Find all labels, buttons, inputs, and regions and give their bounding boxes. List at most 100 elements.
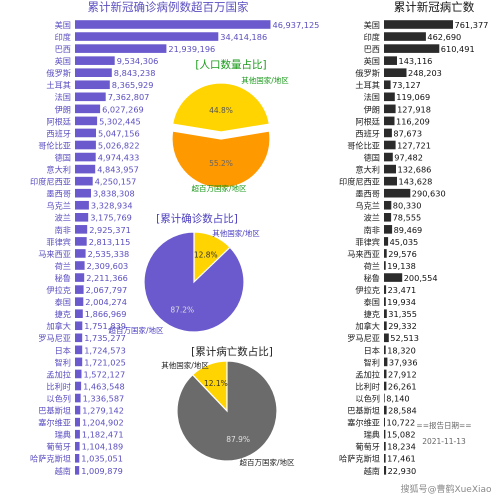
cases-category-label: 孟加拉 bbox=[46, 369, 71, 379]
cases-category-label: 泰国 bbox=[55, 297, 71, 307]
cases-category-label: 荷兰 bbox=[55, 261, 71, 271]
deaths-category-label: 波兰 bbox=[364, 213, 380, 223]
deaths-value-label: 52,513 bbox=[390, 333, 419, 343]
deaths-bar bbox=[384, 164, 396, 174]
deaths-value-label: 127,918 bbox=[397, 104, 431, 114]
deaths-value-label: 78,555 bbox=[393, 213, 422, 223]
cases-category-label: 南非 bbox=[55, 225, 71, 235]
deaths-category-label: 伊朗 bbox=[364, 104, 380, 114]
deaths-category-label: 菲律宾 bbox=[355, 237, 380, 247]
deaths-bar bbox=[384, 140, 396, 150]
cases-value-label: 21,939,196 bbox=[168, 44, 215, 54]
deaths-category-label: 西班牙 bbox=[355, 128, 380, 138]
cases-bar bbox=[75, 20, 271, 29]
cases-category-label: 俄罗斯 bbox=[46, 68, 71, 78]
cases-bar bbox=[75, 200, 89, 210]
population-pie-main-slice bbox=[171, 130, 271, 189]
cases-bar bbox=[75, 309, 83, 318]
deaths-bar bbox=[384, 261, 386, 270]
deaths-pie-title: [累计病亡数占比] bbox=[191, 345, 273, 358]
deaths-bar bbox=[384, 273, 403, 282]
deaths-value-label: 28,584 bbox=[388, 406, 417, 416]
cases-bar bbox=[75, 225, 88, 234]
cases-value-label: 1,463,548 bbox=[83, 381, 125, 391]
watermark: 搜狐号@曹鹤XueXiao bbox=[400, 483, 492, 495]
cases-category-label: 意大利 bbox=[46, 165, 71, 175]
cases-value-label: 4,843,957 bbox=[97, 165, 139, 175]
cases-bar bbox=[75, 249, 86, 258]
cases-category-label: 日本 bbox=[55, 345, 71, 355]
cases-category-label: 伊朗 bbox=[55, 104, 71, 114]
cases-value-label: 1,035,051 bbox=[81, 454, 123, 464]
deaths-bar-series: 美国 761,377 印度 462,690 巴西 610,491 英国 143,116 俄罗斯 2… bbox=[339, 20, 488, 476]
cases-category-label: 巴西 bbox=[55, 44, 71, 54]
deaths-bar bbox=[384, 152, 393, 162]
cases-value-label: 3,838,308 bbox=[93, 189, 135, 199]
deaths-value-label: 18,320 bbox=[387, 345, 416, 355]
cases-bar bbox=[75, 321, 83, 331]
cases-category-label: 法国 bbox=[55, 92, 71, 102]
deaths-pie-main-slice bbox=[176, 360, 278, 462]
deaths-category-label: 巴基斯坦 bbox=[347, 406, 380, 416]
cases-pie-main-label: 超百万国家/地区 bbox=[108, 325, 164, 335]
deaths-value-label: 45,035 bbox=[390, 237, 419, 247]
population-pie-other-label: 其他国家/地区 bbox=[241, 75, 289, 85]
cases-bar bbox=[75, 80, 110, 90]
report-date: 2021-11-13 bbox=[422, 437, 466, 446]
deaths-bar bbox=[384, 321, 387, 331]
deaths-category-label: 捷克 bbox=[364, 309, 380, 319]
deaths-value-label: 119,069 bbox=[396, 92, 430, 102]
cases-bar bbox=[75, 164, 96, 174]
deaths-value-label: 29,332 bbox=[388, 321, 417, 331]
deaths-value-label: 127,721 bbox=[397, 140, 431, 150]
deaths-category-label: 葡萄牙 bbox=[355, 442, 380, 452]
cases-category-label: 美国 bbox=[55, 20, 71, 30]
population-pie-title: [人口数量占比] bbox=[195, 58, 266, 71]
cases-value-label: 2,067,797 bbox=[86, 285, 128, 295]
cases-category-label: 墨西哥 bbox=[46, 189, 71, 199]
deaths-bar bbox=[384, 237, 389, 246]
deaths-bar bbox=[384, 285, 387, 294]
deaths-bar bbox=[384, 405, 387, 415]
cases-value-label: 46,937,125 bbox=[273, 20, 320, 30]
deaths-value-label: 462,690 bbox=[427, 32, 461, 42]
cases-category-label: 加拿大 bbox=[46, 321, 71, 331]
cases-value-label: 2,535,338 bbox=[88, 249, 130, 259]
cases-bar bbox=[75, 56, 115, 65]
cases-value-label: 1,279,142 bbox=[82, 406, 124, 416]
deaths-value-label: 200,554 bbox=[404, 273, 438, 283]
deaths-bar bbox=[384, 249, 387, 258]
cases-value-label: 5,302,445 bbox=[99, 116, 141, 126]
population-pie-value-label: 44.8% bbox=[209, 106, 233, 115]
deaths-category-label: 加拿大 bbox=[355, 321, 380, 331]
cases-pie-other-label: 其他国家/地区 bbox=[212, 228, 260, 238]
deaths-value-label: 29,576 bbox=[388, 249, 417, 259]
deaths-category-label: 英国 bbox=[364, 56, 380, 66]
deaths-category-label: 荷兰 bbox=[364, 261, 380, 271]
deaths-category-label: 墨西哥 bbox=[355, 189, 380, 199]
deaths-value-label: 19,934 bbox=[387, 297, 416, 307]
cases-bar bbox=[75, 393, 81, 403]
deaths-bar bbox=[384, 333, 389, 343]
cases-chart-title: 累计新冠确诊病例数超百万国家 bbox=[88, 0, 249, 14]
deaths-value-label: 89,469 bbox=[394, 225, 423, 235]
cases-value-label: 4,250,157 bbox=[95, 177, 137, 187]
report-date-label: ==报告日期== bbox=[416, 420, 471, 430]
deaths-bar bbox=[384, 32, 426, 41]
deaths-category-label: 乌克兰 bbox=[355, 201, 380, 211]
deaths-value-label: 73,127 bbox=[392, 80, 421, 90]
cases-value-label: 2,211,366 bbox=[86, 273, 128, 283]
deaths-bar bbox=[384, 80, 391, 90]
deaths-value-label: 15,082 bbox=[387, 430, 416, 440]
cases-value-label: 8,365,929 bbox=[112, 80, 154, 90]
cases-bar bbox=[75, 333, 83, 343]
cases-value-label: 1,336,587 bbox=[83, 393, 125, 403]
cases-value-label: 5,047,156 bbox=[98, 128, 140, 138]
cases-category-label: 德国 bbox=[55, 152, 71, 162]
cases-category-label: 瑞典 bbox=[55, 430, 71, 440]
deaths-pie-value-label: 87.9% bbox=[226, 435, 250, 444]
cases-bar bbox=[75, 261, 85, 270]
cases-bar bbox=[75, 466, 80, 475]
cases-bar bbox=[75, 297, 84, 306]
deaths-value-label: 23,471 bbox=[388, 285, 417, 295]
